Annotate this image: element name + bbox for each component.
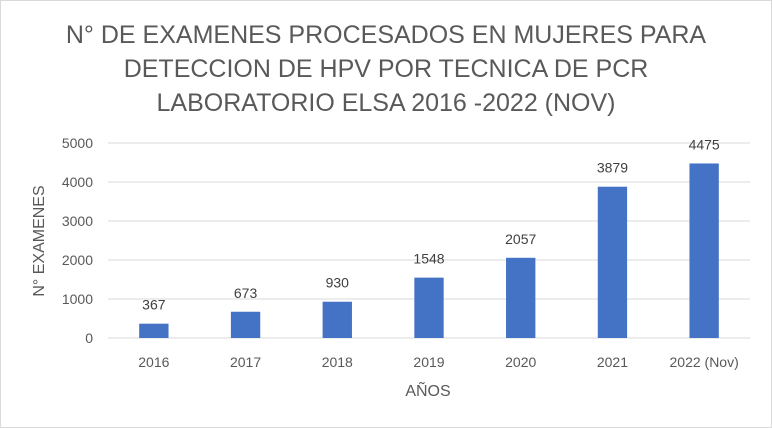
bar bbox=[230, 311, 261, 338]
data-labels: 367 673 930 1548 2057 3879 4475 bbox=[142, 136, 720, 312]
x-tick-label: 2018 bbox=[322, 354, 353, 370]
data-label: 3879 bbox=[597, 160, 628, 176]
chart-title-line-1: N° DE EXAMENES PROCESADOS EN MUJERES PAR… bbox=[65, 21, 707, 49]
x-axis-ticks: 2016 2017 2018 2019 2020 2021 2022 (Nov) bbox=[138, 354, 738, 370]
data-label: 1548 bbox=[413, 251, 444, 267]
bar bbox=[139, 323, 169, 338]
y-axis-ticks: 0 1000 2000 3000 4000 5000 bbox=[62, 135, 93, 346]
chart-title: N° DE EXAMENES PROCESADOS EN MUJERES PAR… bbox=[0, 18, 772, 120]
chart-title-line-2: DETECCION DE HPV POR TECNICA DE PCR bbox=[123, 55, 649, 83]
x-tick-label: 2021 bbox=[597, 354, 628, 370]
x-tick-label: 2019 bbox=[413, 354, 444, 370]
bar bbox=[597, 186, 628, 338]
x-tick-label: 2020 bbox=[505, 354, 536, 370]
data-label: 4475 bbox=[689, 136, 720, 152]
y-tick-label: 5000 bbox=[62, 135, 93, 151]
y-tick-label: 2000 bbox=[62, 252, 93, 268]
bar bbox=[414, 277, 444, 338]
y-tick-label: 4000 bbox=[62, 174, 93, 190]
data-label: 367 bbox=[142, 297, 166, 313]
y-tick-label: 1000 bbox=[62, 291, 93, 307]
y-axis-title: N° EXAMENES bbox=[31, 185, 48, 296]
y-tick-label: 3000 bbox=[62, 213, 93, 229]
bars bbox=[139, 163, 719, 338]
x-tick-label: 2022 (Nov) bbox=[670, 354, 739, 370]
x-axis-title: AÑOS bbox=[405, 380, 450, 400]
data-label: 673 bbox=[234, 285, 258, 301]
data-label: 2057 bbox=[505, 231, 536, 247]
y-tick-label: 0 bbox=[85, 330, 93, 346]
x-tick-label: 2016 bbox=[138, 354, 169, 370]
data-label: 930 bbox=[326, 275, 350, 291]
bar bbox=[322, 301, 352, 338]
x-tick-label: 2017 bbox=[230, 354, 261, 370]
bar bbox=[689, 163, 719, 338]
chart-title-line-3: LABORATORIO ELSA 2016 -2022 (NOV) bbox=[156, 89, 616, 117]
bar bbox=[506, 257, 536, 338]
